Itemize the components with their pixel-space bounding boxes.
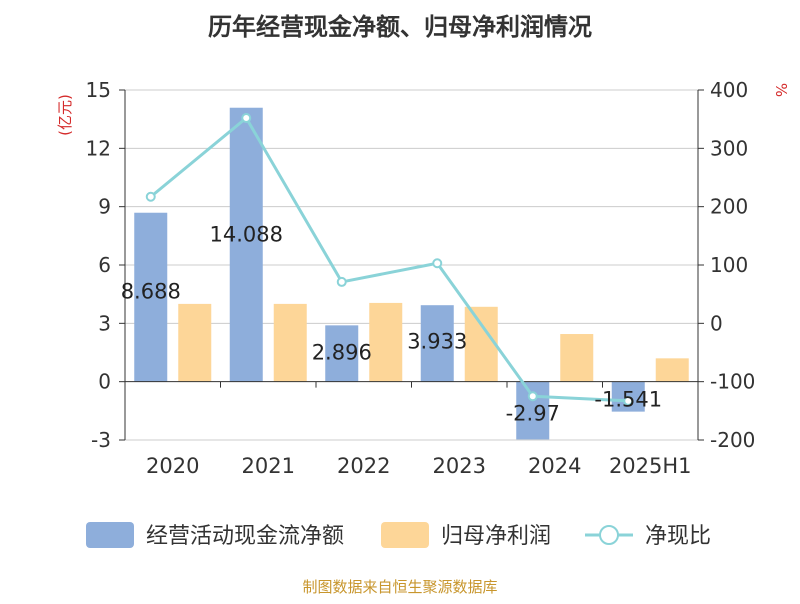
right-tick-label: 400 — [710, 78, 748, 102]
legend: 经营活动现金流净额 归母净利润 净现比 — [86, 522, 711, 549]
x-tick-label: 2025H1 — [609, 454, 692, 478]
netprofit-bar — [560, 334, 594, 382]
line-series — [145, 113, 634, 406]
netcash-ratio-line — [149, 116, 629, 403]
x-tick-label: 2024 — [528, 454, 581, 478]
right-tick-label: 300 — [710, 136, 748, 160]
grid-lines — [125, 89, 698, 441]
left-tick-label: 12 — [86, 136, 111, 160]
netprofit-bar — [178, 303, 212, 382]
legend-swatch-marker — [599, 525, 619, 545]
netprofit-bar — [464, 306, 498, 382]
left-tick-label: 15 — [86, 78, 111, 102]
data-labels: 8.688 14.088 2.896 3.933 -2.97 -1.541 — [121, 223, 662, 426]
left-tick-label: 9 — [98, 195, 111, 219]
x-tick-label: 2023 — [433, 454, 486, 478]
netcash-ratio-point — [145, 191, 156, 202]
legend-label: 经营活动现金流净额 — [146, 524, 344, 549]
cashflow-bar — [134, 212, 168, 382]
right-tick-label: 100 — [710, 253, 748, 277]
left-tick-label: 3 — [98, 311, 111, 335]
legend-label: 归母净利润 — [441, 524, 551, 549]
axes: -3 0 3 6 9 12 15 -200 -100 0 100 200 300 400 2020 2021 2… — [86, 78, 756, 478]
chart-title: 历年经营现金净额、归母净利润情况 — [208, 13, 592, 41]
cashflow-data-label: -2.97 — [506, 402, 560, 426]
left-tick-label: 6 — [98, 253, 111, 277]
netprofit-bar — [369, 302, 403, 382]
source-note: 制图数据来自恒生聚源数据库 — [302, 578, 497, 596]
right-axis-unit: % — [772, 83, 790, 97]
netcash-ratio-point — [527, 391, 538, 402]
right-tick-label: -200 — [710, 428, 755, 452]
left-tick-label: 0 — [98, 370, 111, 394]
x-tick-label: 2022 — [337, 454, 390, 478]
cashflow-data-label: 8.688 — [121, 279, 181, 303]
cashflow-data-label: 14.088 — [210, 223, 283, 247]
netcash-ratio-point — [336, 276, 347, 287]
legend-swatch — [381, 522, 429, 548]
netcash-ratio-point — [432, 258, 443, 269]
right-tick-label: -100 — [710, 370, 755, 394]
netprofit-bar — [273, 303, 307, 382]
netcash-ratio-point — [241, 113, 252, 123]
left-axis-unit: (亿元) — [56, 94, 74, 136]
x-tick-label: 2021 — [242, 454, 295, 478]
cashflow-bar — [325, 325, 359, 382]
bar-series — [134, 107, 689, 440]
left-tick-label: -3 — [91, 428, 111, 452]
cashflow-bar — [420, 305, 454, 382]
cashflow-bar — [229, 107, 263, 382]
cashflow-data-label: 3.933 — [407, 329, 467, 353]
netcash-ratio-point — [623, 395, 634, 406]
legend-label: 净现比 — [645, 524, 711, 549]
cashflow-data-label: -1.541 — [594, 388, 662, 412]
right-tick-label: 200 — [710, 195, 748, 219]
right-tick-label: 0 — [710, 311, 723, 335]
cashflow-data-label: 2.896 — [312, 340, 372, 364]
netprofit-bar — [655, 358, 689, 382]
legend-swatch — [86, 522, 134, 548]
x-tick-label: 2020 — [146, 454, 199, 478]
